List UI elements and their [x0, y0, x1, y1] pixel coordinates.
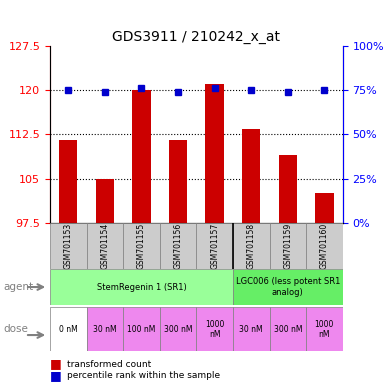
- Bar: [196, 223, 233, 269]
- Bar: [206, 84, 224, 223]
- Text: 300 nM: 300 nM: [164, 325, 192, 334]
- Bar: [50, 307, 87, 351]
- Bar: [50, 269, 233, 305]
- Text: 1000
nM: 1000 nM: [315, 319, 334, 339]
- Bar: [233, 223, 270, 269]
- Text: percentile rank within the sample: percentile rank within the sample: [67, 371, 221, 380]
- Bar: [306, 223, 343, 269]
- Bar: [87, 223, 123, 269]
- Bar: [196, 307, 233, 351]
- Text: agent: agent: [4, 282, 34, 292]
- Text: transformed count: transformed count: [67, 359, 152, 369]
- Text: 0 nM: 0 nM: [59, 325, 78, 334]
- Bar: [160, 223, 196, 269]
- Bar: [242, 129, 260, 223]
- Bar: [59, 140, 77, 223]
- Bar: [279, 155, 297, 223]
- Bar: [132, 90, 151, 223]
- Text: GSM701154: GSM701154: [100, 223, 109, 269]
- Text: ■: ■: [50, 358, 62, 371]
- Bar: [123, 223, 160, 269]
- Bar: [270, 307, 306, 351]
- Text: GSM701157: GSM701157: [210, 223, 219, 269]
- Bar: [169, 140, 187, 223]
- Text: 300 nM: 300 nM: [273, 325, 302, 334]
- Bar: [96, 179, 114, 223]
- Text: ■: ■: [50, 369, 62, 382]
- Title: GDS3911 / 210242_x_at: GDS3911 / 210242_x_at: [112, 30, 280, 44]
- Text: 30 nM: 30 nM: [239, 325, 263, 334]
- Text: StemRegenin 1 (SR1): StemRegenin 1 (SR1): [97, 283, 186, 291]
- Text: LGC006 (less potent SR1
analog): LGC006 (less potent SR1 analog): [236, 277, 340, 297]
- Text: 1000
nM: 1000 nM: [205, 319, 224, 339]
- Bar: [233, 269, 343, 305]
- Text: GSM701160: GSM701160: [320, 223, 329, 269]
- Bar: [233, 307, 270, 351]
- Bar: [306, 307, 343, 351]
- Text: GSM701155: GSM701155: [137, 223, 146, 269]
- Text: GSM701159: GSM701159: [283, 223, 292, 269]
- Bar: [315, 193, 333, 223]
- Text: GSM701156: GSM701156: [174, 223, 182, 269]
- Bar: [50, 223, 87, 269]
- Text: GSM701153: GSM701153: [64, 223, 73, 269]
- Bar: [270, 223, 306, 269]
- Text: GSM701158: GSM701158: [247, 223, 256, 269]
- Text: dose: dose: [4, 324, 29, 334]
- Bar: [123, 307, 160, 351]
- Bar: [160, 307, 196, 351]
- Text: 100 nM: 100 nM: [127, 325, 156, 334]
- Text: 30 nM: 30 nM: [93, 325, 117, 334]
- Bar: [87, 307, 123, 351]
